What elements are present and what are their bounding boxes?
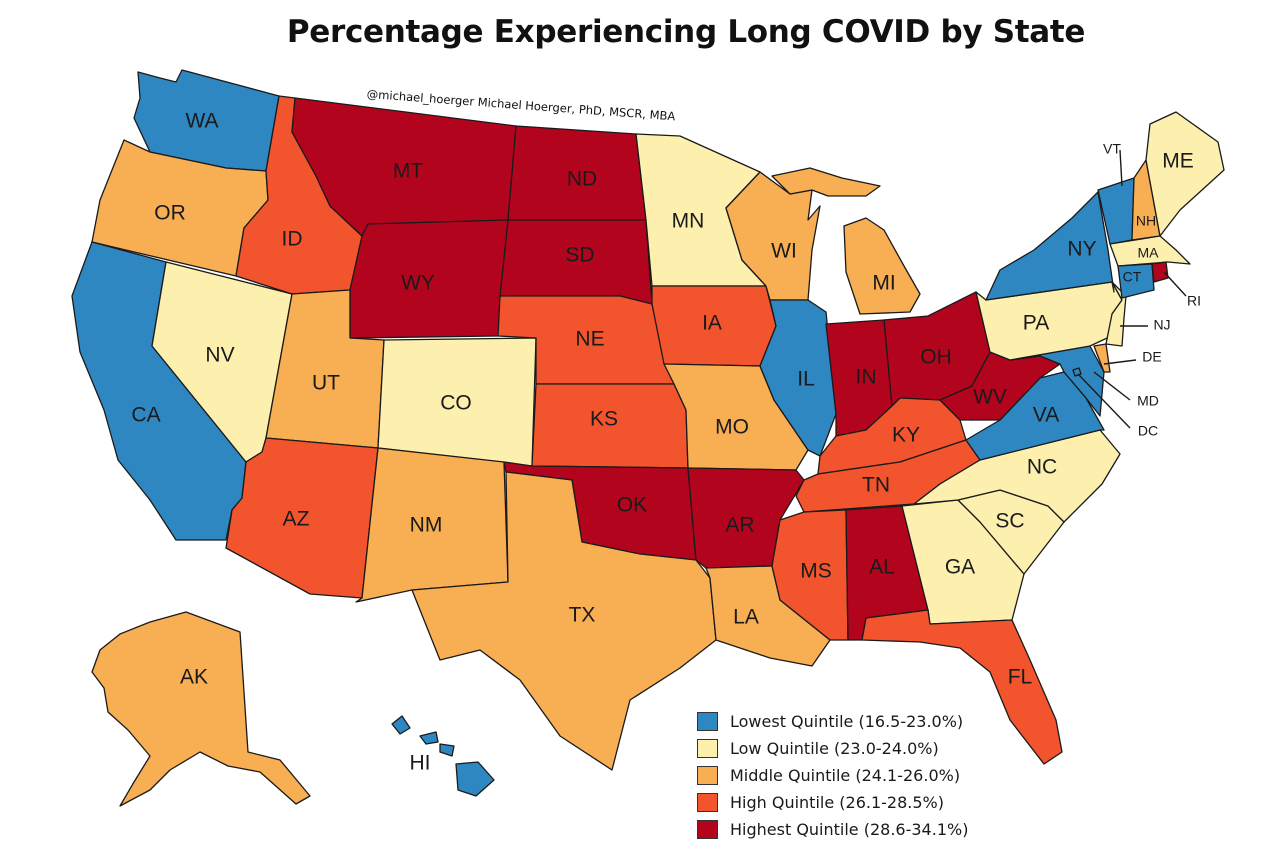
- legend-label-low: Low Quintile (23.0-24.0%): [730, 739, 939, 758]
- label-tn: TN: [862, 474, 890, 497]
- label-az: AZ: [283, 508, 310, 531]
- legend-swatch-highest: [697, 820, 718, 839]
- label-ky: KY: [892, 424, 920, 447]
- label-ct: CT: [1123, 269, 1142, 285]
- state-ri[interactable]: [1151, 261, 1169, 283]
- label-nv: NV: [205, 344, 234, 367]
- label-nh: NH: [1136, 213, 1156, 229]
- legend-item-middle: Middle Quintile (24.1-26.0%): [697, 762, 997, 789]
- label-dc: DC: [1138, 423, 1158, 439]
- label-mn: MN: [672, 210, 705, 233]
- label-oh: OH: [920, 346, 952, 369]
- state-dc[interactable]: [1072, 367, 1082, 377]
- state-hi[interactable]: [455, 761, 495, 797]
- legend-swatch-high: [697, 793, 718, 812]
- legend-label-high: High Quintile (26.1-28.5%): [730, 793, 944, 812]
- label-in: IN: [856, 366, 877, 389]
- label-ny: NY: [1067, 238, 1096, 261]
- label-nd: ND: [567, 168, 597, 191]
- label-ks: KS: [590, 408, 618, 431]
- label-vt: VT: [1103, 141, 1121, 157]
- ri-leader: [1163, 271, 1187, 297]
- de-leader: [1103, 359, 1137, 365]
- label-wi: WI: [771, 240, 797, 263]
- legend-item-low: Low Quintile (23.0-24.0%): [697, 735, 997, 762]
- label-il: IL: [797, 368, 815, 391]
- vt-leader: [1119, 149, 1123, 187]
- state-il[interactable]: [759, 299, 837, 457]
- label-ut: UT: [312, 372, 340, 395]
- label-ia: IA: [702, 312, 722, 335]
- legend-label-lowest: Lowest Quintile (16.5-23.0%): [730, 712, 964, 731]
- state-me[interactable]: [1145, 111, 1225, 237]
- label-nc: NC: [1027, 456, 1057, 479]
- label-tx: TX: [569, 604, 596, 627]
- legend-label-highest: Highest Quintile (28.6-34.1%): [730, 820, 969, 839]
- label-ga: GA: [945, 556, 975, 579]
- label-ok: OK: [617, 494, 647, 517]
- state-mi-upper[interactable]: [771, 167, 881, 197]
- md-leader: [1093, 371, 1131, 401]
- legend-item-lowest: Lowest Quintile (16.5-23.0%): [697, 708, 997, 735]
- label-mi: MI: [872, 272, 895, 295]
- state-ct[interactable]: [1117, 263, 1155, 299]
- state-mi[interactable]: [843, 217, 921, 315]
- label-ne: NE: [575, 328, 604, 351]
- label-ar: AR: [725, 514, 754, 537]
- label-sd: SD: [565, 244, 594, 267]
- legend-swatch-low: [697, 739, 718, 758]
- label-ma: MA: [1138, 245, 1160, 261]
- legend: Lowest Quintile (16.5-23.0%) Low Quintile…: [697, 708, 997, 843]
- label-ak: AK: [180, 666, 208, 689]
- state-wi[interactable]: [725, 171, 821, 301]
- label-ca: CA: [131, 404, 160, 427]
- label-or: OR: [154, 202, 186, 225]
- state-fl[interactable]: [861, 609, 1063, 765]
- legend-item-highest: Highest Quintile (28.6-34.1%): [697, 816, 997, 843]
- label-md: MD: [1137, 393, 1159, 409]
- legend-swatch-middle: [697, 766, 718, 785]
- state-ms[interactable]: [771, 509, 849, 641]
- label-wv: WV: [973, 386, 1007, 409]
- label-nm: NM: [410, 514, 443, 537]
- state-ny[interactable]: [985, 191, 1115, 301]
- label-fl: FL: [1008, 666, 1033, 689]
- label-al: AL: [869, 556, 895, 579]
- label-la: LA: [733, 606, 759, 629]
- label-nj: NJ: [1153, 317, 1170, 333]
- label-wa: WA: [185, 110, 218, 133]
- state-tx[interactable]: [411, 471, 717, 771]
- label-mo: MO: [715, 416, 749, 439]
- label-id: ID: [282, 228, 303, 251]
- label-pa: PA: [1023, 312, 1049, 335]
- dc-leader: [1077, 373, 1131, 429]
- label-sc: SC: [995, 510, 1024, 533]
- label-va: VA: [1033, 404, 1059, 427]
- state-hi-islands[interactable]: [391, 715, 455, 757]
- state-nj[interactable]: [1105, 281, 1127, 347]
- label-de: DE: [1142, 349, 1161, 365]
- legend-item-high: High Quintile (26.1-28.5%): [697, 789, 997, 816]
- label-mt: MT: [393, 160, 423, 183]
- label-ri: RI: [1187, 293, 1201, 309]
- label-me: ME: [1162, 150, 1194, 173]
- state-md[interactable]: [1009, 345, 1105, 417]
- label-ms: MS: [800, 560, 832, 583]
- label-hi: HI: [410, 752, 431, 775]
- map-title: Percentage Experiencing Long COVID by St…: [286, 14, 1086, 50]
- label-wy: WY: [401, 272, 435, 295]
- label-co: CO: [440, 392, 472, 415]
- legend-swatch-lowest: [697, 712, 718, 731]
- legend-label-middle: Middle Quintile (24.1-26.0%): [730, 766, 961, 785]
- state-de[interactable]: [1093, 343, 1111, 373]
- state-ak[interactable]: [91, 611, 311, 807]
